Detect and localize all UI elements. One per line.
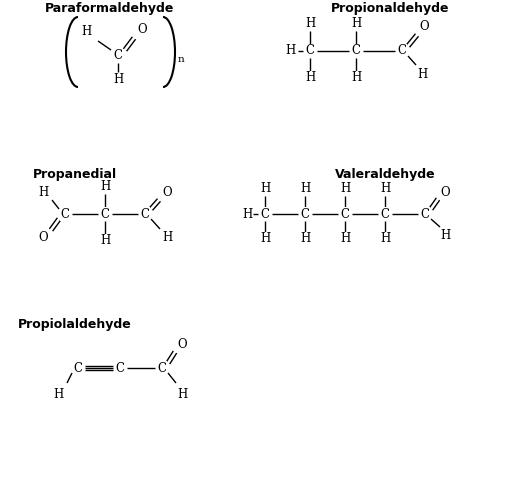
Text: C: C: [301, 208, 309, 221]
Text: H: H: [53, 387, 63, 400]
Text: H: H: [380, 232, 390, 245]
Text: C: C: [141, 208, 149, 221]
Text: H: H: [440, 229, 450, 243]
Text: H: H: [113, 73, 123, 87]
Text: Valeraldehyde: Valeraldehyde: [335, 168, 435, 181]
Text: O: O: [440, 186, 450, 198]
Text: C: C: [306, 45, 315, 57]
Text: H: H: [351, 71, 361, 85]
Text: H: H: [100, 180, 110, 193]
Text: O: O: [162, 186, 172, 198]
Text: Propiolaldehyde: Propiolaldehyde: [18, 318, 132, 331]
Text: H: H: [300, 183, 310, 195]
Text: C: C: [114, 50, 122, 63]
Text: H: H: [100, 235, 110, 247]
Text: O: O: [38, 231, 48, 244]
Text: C: C: [398, 45, 406, 57]
Text: H: H: [417, 69, 427, 82]
Text: n: n: [178, 55, 185, 65]
Text: H: H: [300, 232, 310, 245]
Text: H: H: [340, 183, 350, 195]
Text: H: H: [38, 186, 48, 198]
Text: C: C: [420, 208, 430, 221]
Text: H: H: [305, 17, 315, 31]
Text: O: O: [137, 23, 147, 36]
Text: O: O: [419, 20, 429, 34]
Text: C: C: [380, 208, 389, 221]
Text: H: H: [380, 183, 390, 195]
Text: C: C: [351, 45, 361, 57]
Text: C: C: [101, 208, 110, 221]
Text: Propionaldehyde: Propionaldehyde: [331, 2, 449, 15]
Text: C: C: [157, 362, 167, 375]
Text: H: H: [260, 232, 270, 245]
Text: H: H: [340, 232, 350, 245]
Text: H: H: [242, 208, 252, 221]
Text: O: O: [177, 337, 187, 350]
Text: C: C: [74, 362, 83, 375]
Text: H: H: [81, 25, 91, 38]
Text: H: H: [260, 183, 270, 195]
Text: Paraformaldehyde: Paraformaldehyde: [45, 2, 175, 15]
Text: C: C: [261, 208, 269, 221]
Text: H: H: [285, 45, 295, 57]
Text: Propanedial: Propanedial: [33, 168, 117, 181]
Text: H: H: [177, 387, 187, 400]
Text: H: H: [162, 231, 172, 244]
Text: C: C: [340, 208, 349, 221]
Text: H: H: [305, 71, 315, 85]
Text: H: H: [351, 17, 361, 31]
Text: C: C: [61, 208, 70, 221]
Text: C: C: [116, 362, 125, 375]
